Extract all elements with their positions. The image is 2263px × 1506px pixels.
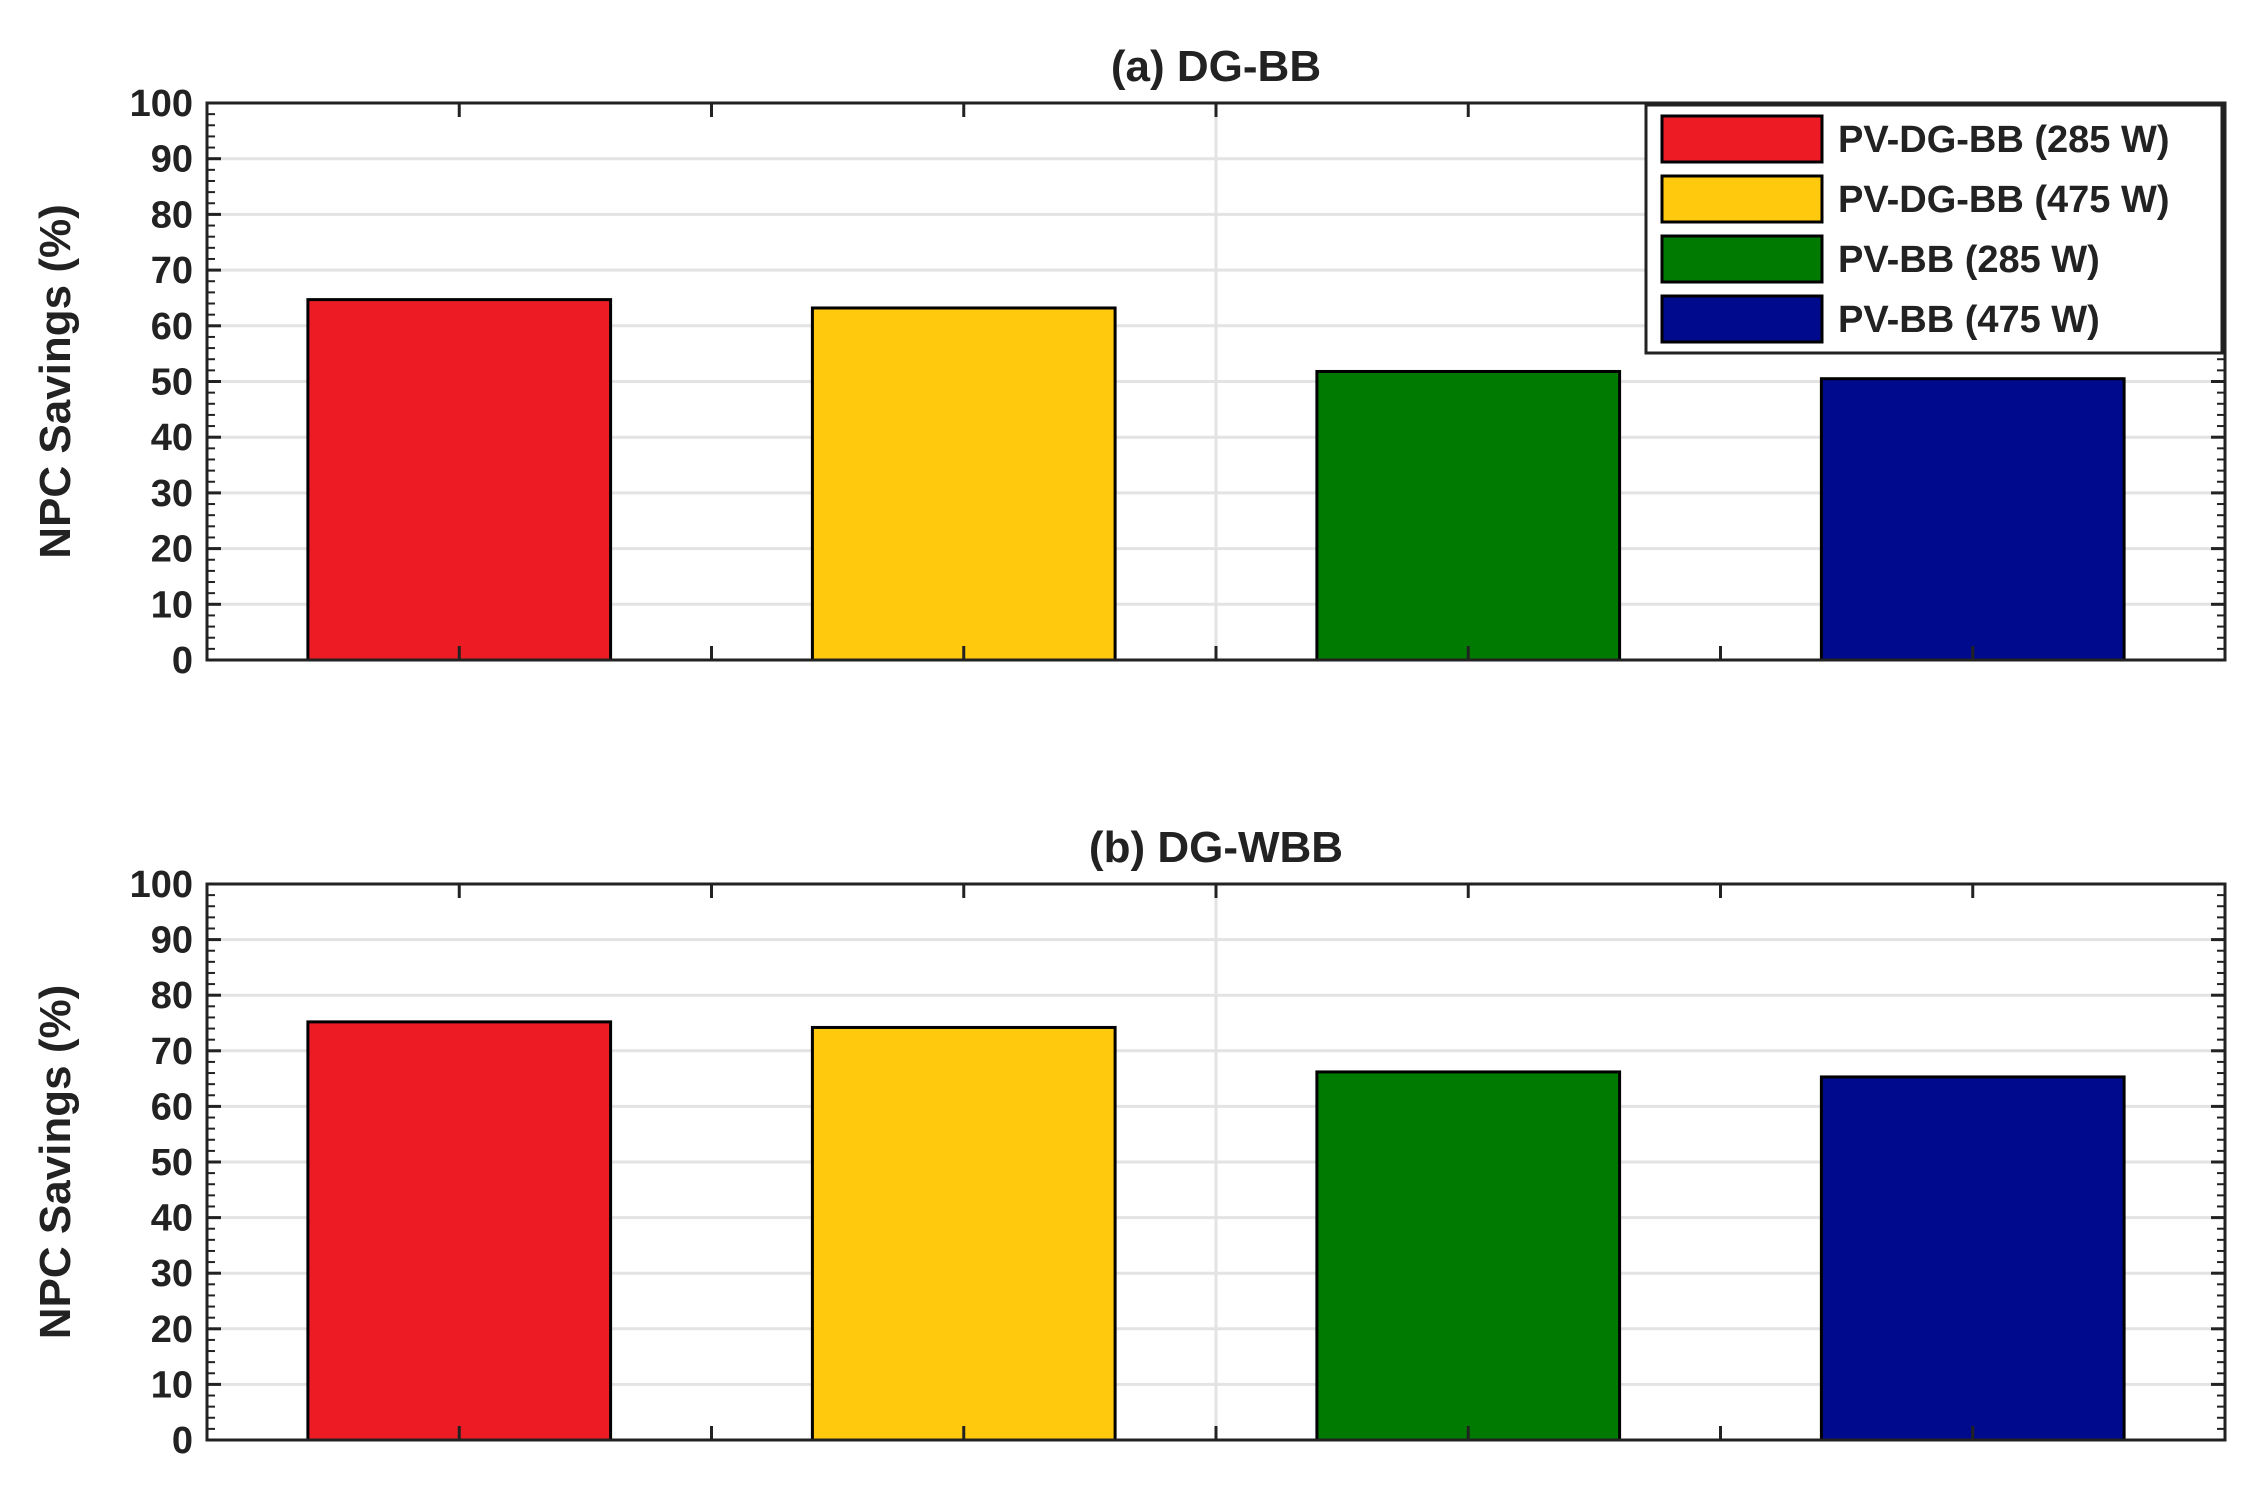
y-tick-label: 70 <box>151 250 193 292</box>
y-tick-label: 50 <box>151 362 193 404</box>
legend-label: PV-BB (475 W) <box>1838 299 2100 341</box>
y-tick-label: 80 <box>151 194 193 236</box>
y-tick-label: 100 <box>130 864 193 906</box>
y-tick-label: 20 <box>151 1309 193 1351</box>
bar <box>1819 1075 2126 1442</box>
y-tick-label: 50 <box>151 1142 193 1184</box>
y-axis-label: NPC Savings (%) <box>31 204 80 559</box>
y-tick-label: 30 <box>151 473 193 515</box>
chart-title: (a) DG-BB <box>1111 42 1321 91</box>
bar <box>306 298 613 662</box>
bar <box>810 306 1117 662</box>
legend-label: PV-DG-BB (285 W) <box>1838 119 2169 161</box>
y-tick-label: 10 <box>151 1364 193 1406</box>
y-tick-label: 90 <box>151 139 193 181</box>
y-tick-label: 0 <box>172 640 193 682</box>
bar <box>810 1025 1117 1442</box>
legend-swatch <box>1660 294 1824 344</box>
y-tick-label: 30 <box>151 1253 193 1295</box>
bar <box>1315 369 1622 662</box>
y-tick-label: 40 <box>151 1198 193 1240</box>
panel-1: 0 10 20 30 40 50 60 70 80 90 100 (a) DG-BB NPC Savin… <box>31 42 2227 682</box>
y-tick-label: 90 <box>151 920 193 962</box>
y-tick-label: 100 <box>130 83 193 125</box>
y-tick-label: 80 <box>151 975 193 1017</box>
y-tick-label: 0 <box>172 1420 193 1462</box>
legend-label: PV-BB (285 W) <box>1838 239 2100 281</box>
legend-label: PV-DG-BB (475 W) <box>1838 179 2169 221</box>
y-tick-label: 70 <box>151 1031 193 1073</box>
bar <box>1315 1070 1622 1442</box>
y-axis-label: NPC Savings (%) <box>31 985 80 1340</box>
legend-swatch <box>1660 114 1824 164</box>
panel-2: 0 10 20 30 40 50 60 70 80 90 100 (b) DG-WBB NPC Savi… <box>31 823 2227 1462</box>
y-tick-label: 40 <box>151 417 193 459</box>
bar <box>1819 377 2126 662</box>
y-tick-label: 60 <box>151 306 193 348</box>
chart-title: (b) DG-WBB <box>1089 823 1343 872</box>
y-tick-label: 10 <box>151 584 193 626</box>
legend: PV-DG-BB (285 W) PV-DG-BB (475 W) PV-BB (2… <box>1644 103 2224 355</box>
legend-swatch <box>1660 174 1824 224</box>
y-tick-label: 60 <box>151 1086 193 1128</box>
y-tick-label: 20 <box>151 529 193 571</box>
legend-swatch <box>1660 234 1824 284</box>
bar <box>306 1020 613 1442</box>
